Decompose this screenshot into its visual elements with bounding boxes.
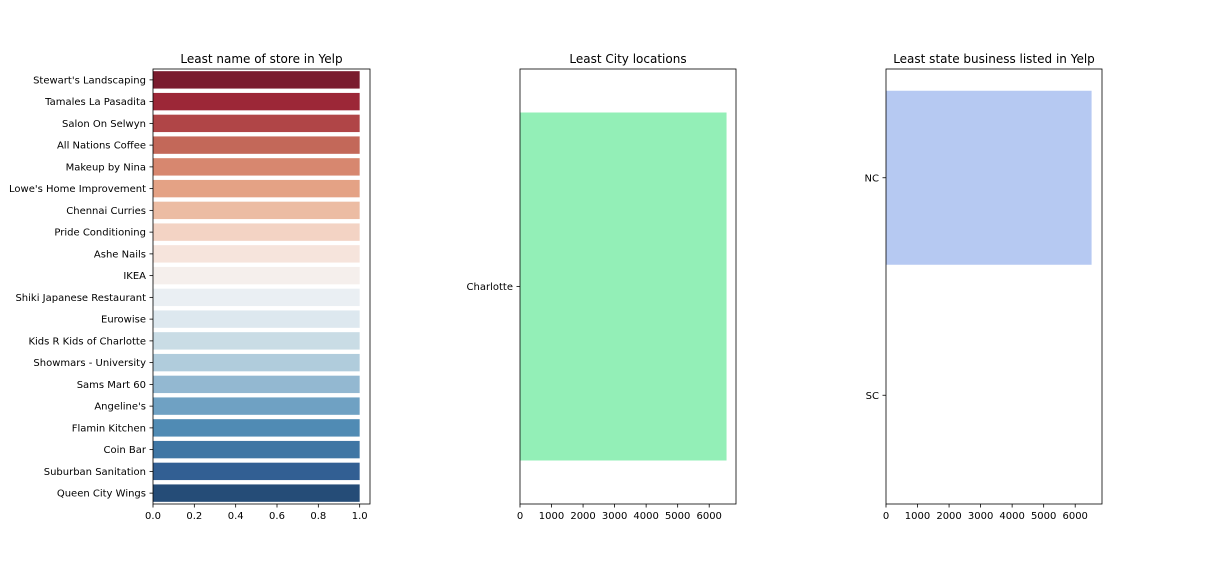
chart-title: Least City locations — [569, 52, 686, 66]
x-tick-label: 0.4 — [228, 511, 244, 522]
bar — [153, 223, 360, 241]
y-tick-label: Makeup by Nina — [66, 162, 146, 173]
x-tick-label: 2000 — [936, 511, 961, 522]
chart-title: Least name of store in Yelp — [180, 52, 342, 66]
axes-frame — [152, 68, 371, 505]
axes-frame — [885, 68, 1103, 505]
x-tick-label: 0.6 — [269, 511, 285, 522]
y-tick-label: Salon On Selwyn — [62, 119, 146, 130]
x-tick-label: 3000 — [602, 511, 627, 522]
y-tick-label: Shiki Japanese Restaurant — [15, 293, 146, 304]
bar — [153, 484, 360, 502]
x-tick-label: 5000 — [665, 511, 690, 522]
y-tick-label: Sams Mart 60 — [77, 380, 146, 391]
bar — [153, 158, 360, 176]
chart-panel-2: Charlotte 0 1000 2000 3000 4000 5000 6000 Least … — [467, 52, 737, 522]
x-tick-label: 6000 — [696, 511, 721, 522]
x-tick-label: 1.0 — [352, 511, 368, 522]
x-tick-label: 0 — [883, 511, 889, 522]
bar — [886, 90, 1092, 265]
y-tick-label: Queen City Wings — [57, 489, 146, 500]
bar — [153, 288, 360, 307]
x-tick-label: 1000 — [539, 511, 564, 522]
bar — [153, 179, 360, 198]
y-tick-label: Coin Bar — [104, 445, 147, 456]
y-tick-label: Charlotte — [467, 282, 513, 293]
bar — [153, 397, 360, 415]
y-tick-label: Showmars - University — [33, 358, 146, 369]
y-tick-label: SC — [866, 391, 879, 402]
bar — [153, 353, 360, 372]
bar — [153, 136, 360, 154]
y-tick-label: Eurowise — [101, 315, 146, 326]
y-tick-label: Lowe's Home Improvement — [9, 184, 146, 195]
y-tick-label: Tamales La Pasadita — [44, 97, 146, 108]
bar — [153, 92, 360, 111]
bar — [520, 112, 727, 461]
x-tick-label: 6000 — [1062, 511, 1087, 522]
x-tick-label: 2000 — [570, 511, 595, 522]
x-tick-label: 0.8 — [310, 511, 326, 522]
x-tick-label: 0.2 — [186, 511, 202, 522]
chart-panel-3: NC SC 0 1000 2000 3000 4000 5000 6000 Least state… — [865, 52, 1103, 522]
chart-panel-1: Stewart's Landscaping Tamales La Pasadita… — [9, 52, 371, 522]
bar — [153, 419, 360, 437]
y-tick-label: All Nations Coffee — [57, 141, 146, 152]
chart-title: Least state business listed in Yelp — [893, 52, 1095, 66]
y-tick-label: Flamin Kitchen — [72, 423, 146, 434]
bar — [153, 201, 360, 220]
bar — [153, 114, 360, 133]
y-tick-label: Kids R Kids of Charlotte — [28, 336, 146, 347]
bar — [153, 462, 360, 481]
x-tick-label: 4000 — [999, 511, 1024, 522]
y-tick-label: NC — [865, 173, 879, 184]
x-tick-label: 5000 — [1031, 511, 1056, 522]
bar — [153, 310, 360, 328]
y-tick-label: Ashe Nails — [94, 249, 146, 260]
y-tick-label: Pride Conditioning — [54, 228, 146, 239]
bar — [153, 375, 360, 394]
bar — [153, 440, 360, 459]
x-tick-label: 4000 — [633, 511, 658, 522]
bar — [153, 332, 360, 350]
y-tick-label: IKEA — [123, 271, 146, 282]
bar — [153, 71, 360, 89]
x-tick-label: 0 — [517, 511, 523, 522]
x-tick-label: 3000 — [968, 511, 993, 522]
y-tick-label: Angeline's — [94, 402, 146, 413]
x-tick-label: 0.0 — [145, 511, 161, 522]
bar — [153, 245, 360, 263]
y-tick-label: Chennai Curries — [66, 206, 146, 217]
y-tick-label: Suburban Sanitation — [44, 467, 146, 478]
bar — [153, 266, 360, 285]
y-tick-label: Stewart's Landscaping — [33, 75, 146, 86]
x-tick-label: 1000 — [905, 511, 930, 522]
